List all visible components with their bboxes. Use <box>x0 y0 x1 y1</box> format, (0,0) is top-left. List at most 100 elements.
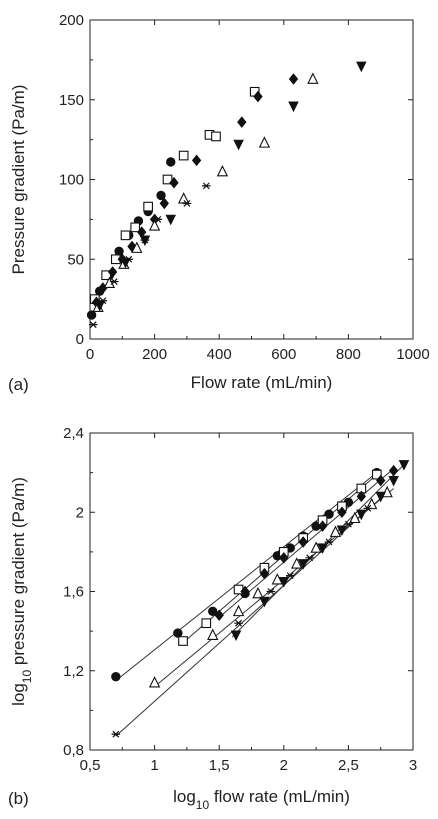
data-point-star <box>305 554 314 562</box>
x-tick-label: 200 <box>142 346 167 363</box>
data-point-filled-diamond <box>237 116 247 128</box>
y-tick-label: 2 <box>76 504 84 521</box>
data-point-open-triangle <box>258 136 271 148</box>
data-point-filled-diamond <box>376 474 386 487</box>
y-tick-label: 0,8 <box>63 742 84 759</box>
data-point-filled-inverted-triangle <box>297 559 309 570</box>
data-point-filled-circle <box>86 310 97 320</box>
x-axis-label: Flow rate (mL/min) <box>191 373 333 392</box>
x-tick-label: 1,5 <box>209 757 230 774</box>
data-point-open-triangle <box>232 604 245 617</box>
y-tick-label: 200 <box>59 12 84 29</box>
data-point-star <box>266 588 276 595</box>
data-point-star <box>234 619 243 627</box>
data-point-open-triangle <box>177 192 190 204</box>
data-point-filled-inverted-triangle <box>375 491 386 503</box>
data-point-filled-diamond <box>288 73 299 85</box>
data-point-open-triangle <box>148 676 161 688</box>
data-point-filled-inverted-triangle <box>388 475 399 487</box>
data-point-filled-inverted-triangle <box>165 214 177 226</box>
x-tick-label: 0 <box>86 346 94 363</box>
data-point-filled-diamond <box>388 464 399 477</box>
y-tick-label: 1,2 <box>63 663 84 680</box>
data-point-filled-inverted-triangle <box>356 61 367 73</box>
data-point-star <box>153 215 163 223</box>
data-point-filled-circle <box>208 606 218 617</box>
data-point-filled-inverted-triangle <box>336 525 348 537</box>
x-tick-label: 2,5 <box>338 757 359 774</box>
data-point-open-square <box>101 270 111 281</box>
panel-label: (a) <box>8 375 29 394</box>
data-point-open-square <box>178 636 188 646</box>
chart-panel-b: 0,5 1 1,5 2 2,5 3 0,8 1,2 1,6 2 2,4 log10 flow rate… <box>8 425 417 812</box>
y-tick-label: 150 <box>59 92 84 109</box>
data-point-filled-inverted-triangle <box>233 139 244 151</box>
data-point-filled-diamond <box>253 90 263 103</box>
data-point-open-square <box>178 150 189 161</box>
x-tick-label: 0,5 <box>80 757 101 774</box>
data-point-star <box>109 278 119 286</box>
data-point-filled-inverted-triangle <box>278 576 290 588</box>
data-point-open-triangle <box>307 72 319 84</box>
y-tick-label: 100 <box>59 172 84 189</box>
data-point-star <box>124 255 134 263</box>
data-point-open-square <box>162 174 173 185</box>
data-point-filled-circle <box>166 157 176 167</box>
fit-line <box>115 472 378 682</box>
x-tick-label: 1 <box>150 757 158 774</box>
data-point-filled-inverted-triangle <box>317 543 328 554</box>
x-tick-label: 400 <box>207 346 232 363</box>
data-point-filled-diamond <box>159 197 169 210</box>
fit-line <box>115 492 388 737</box>
plot-frame <box>89 19 414 340</box>
data-point-filled-inverted-triangle <box>230 630 242 642</box>
plot-frame <box>89 432 414 751</box>
x-axis-label: log10 flow rate (mL/min) <box>173 787 350 812</box>
data-point-filled-diamond <box>214 609 224 622</box>
data-point-filled-inverted-triangle <box>288 101 299 113</box>
y-tick-label: 0 <box>76 331 84 348</box>
y-axis-label: Pressure gradient (Pa/m) <box>9 85 28 275</box>
data-point-open-triangle <box>349 511 361 524</box>
data-point-open-triangle <box>148 219 161 231</box>
x-tick-label: 3 <box>409 757 417 774</box>
data-point-filled-diamond <box>240 585 250 598</box>
data-point-star <box>344 520 353 528</box>
y-tick-label: 50 <box>67 251 84 268</box>
data-point-filled-inverted-triangle <box>259 596 270 608</box>
data-point-open-square <box>201 618 212 629</box>
data-point-filled-circle <box>156 190 166 201</box>
data-point-open-square <box>211 131 221 142</box>
data-point-open-triangle <box>329 525 342 537</box>
data-point-filled-inverted-triangle <box>356 509 367 521</box>
data-point-filled-circle <box>173 628 183 638</box>
data-point-open-square <box>120 230 131 241</box>
data-point-filled-diamond <box>356 490 367 503</box>
data-point-filled-inverted-triangle <box>398 460 410 471</box>
data-point-filled-diamond <box>191 154 202 167</box>
data-point-open-square <box>143 201 153 212</box>
data-point-open-square <box>371 469 382 480</box>
data-point-open-square <box>130 222 141 233</box>
data-point-open-triangle <box>252 586 264 599</box>
data-point-open-triangle <box>131 241 143 253</box>
data-point-filled-diamond <box>337 506 347 519</box>
data-point-open-triangle <box>291 557 303 569</box>
data-point-star <box>201 182 211 190</box>
y-axis-label: log10 pressure gradient (Pa/m) <box>9 477 34 706</box>
data-point-filled-diamond <box>279 552 289 564</box>
data-point-star <box>140 236 150 244</box>
chart-panel-a: 0 200 400 600 800 1000 0 50 100 150 200 Flow rate (… <box>8 12 430 394</box>
data-point-star <box>324 538 334 546</box>
x-tick-label: 800 <box>336 346 361 363</box>
data-point-star <box>98 297 108 305</box>
data-point-star <box>285 572 295 580</box>
x-tick-label: 1000 <box>396 346 429 363</box>
x-tick-label: 2 <box>280 757 288 774</box>
data-point-filled-diamond <box>298 536 308 548</box>
data-point-filled-diamond <box>169 176 179 189</box>
y-tick-label: 2,4 <box>63 425 84 442</box>
data-point-filled-diamond <box>107 266 118 278</box>
y-tick-label: 1,6 <box>63 584 84 601</box>
